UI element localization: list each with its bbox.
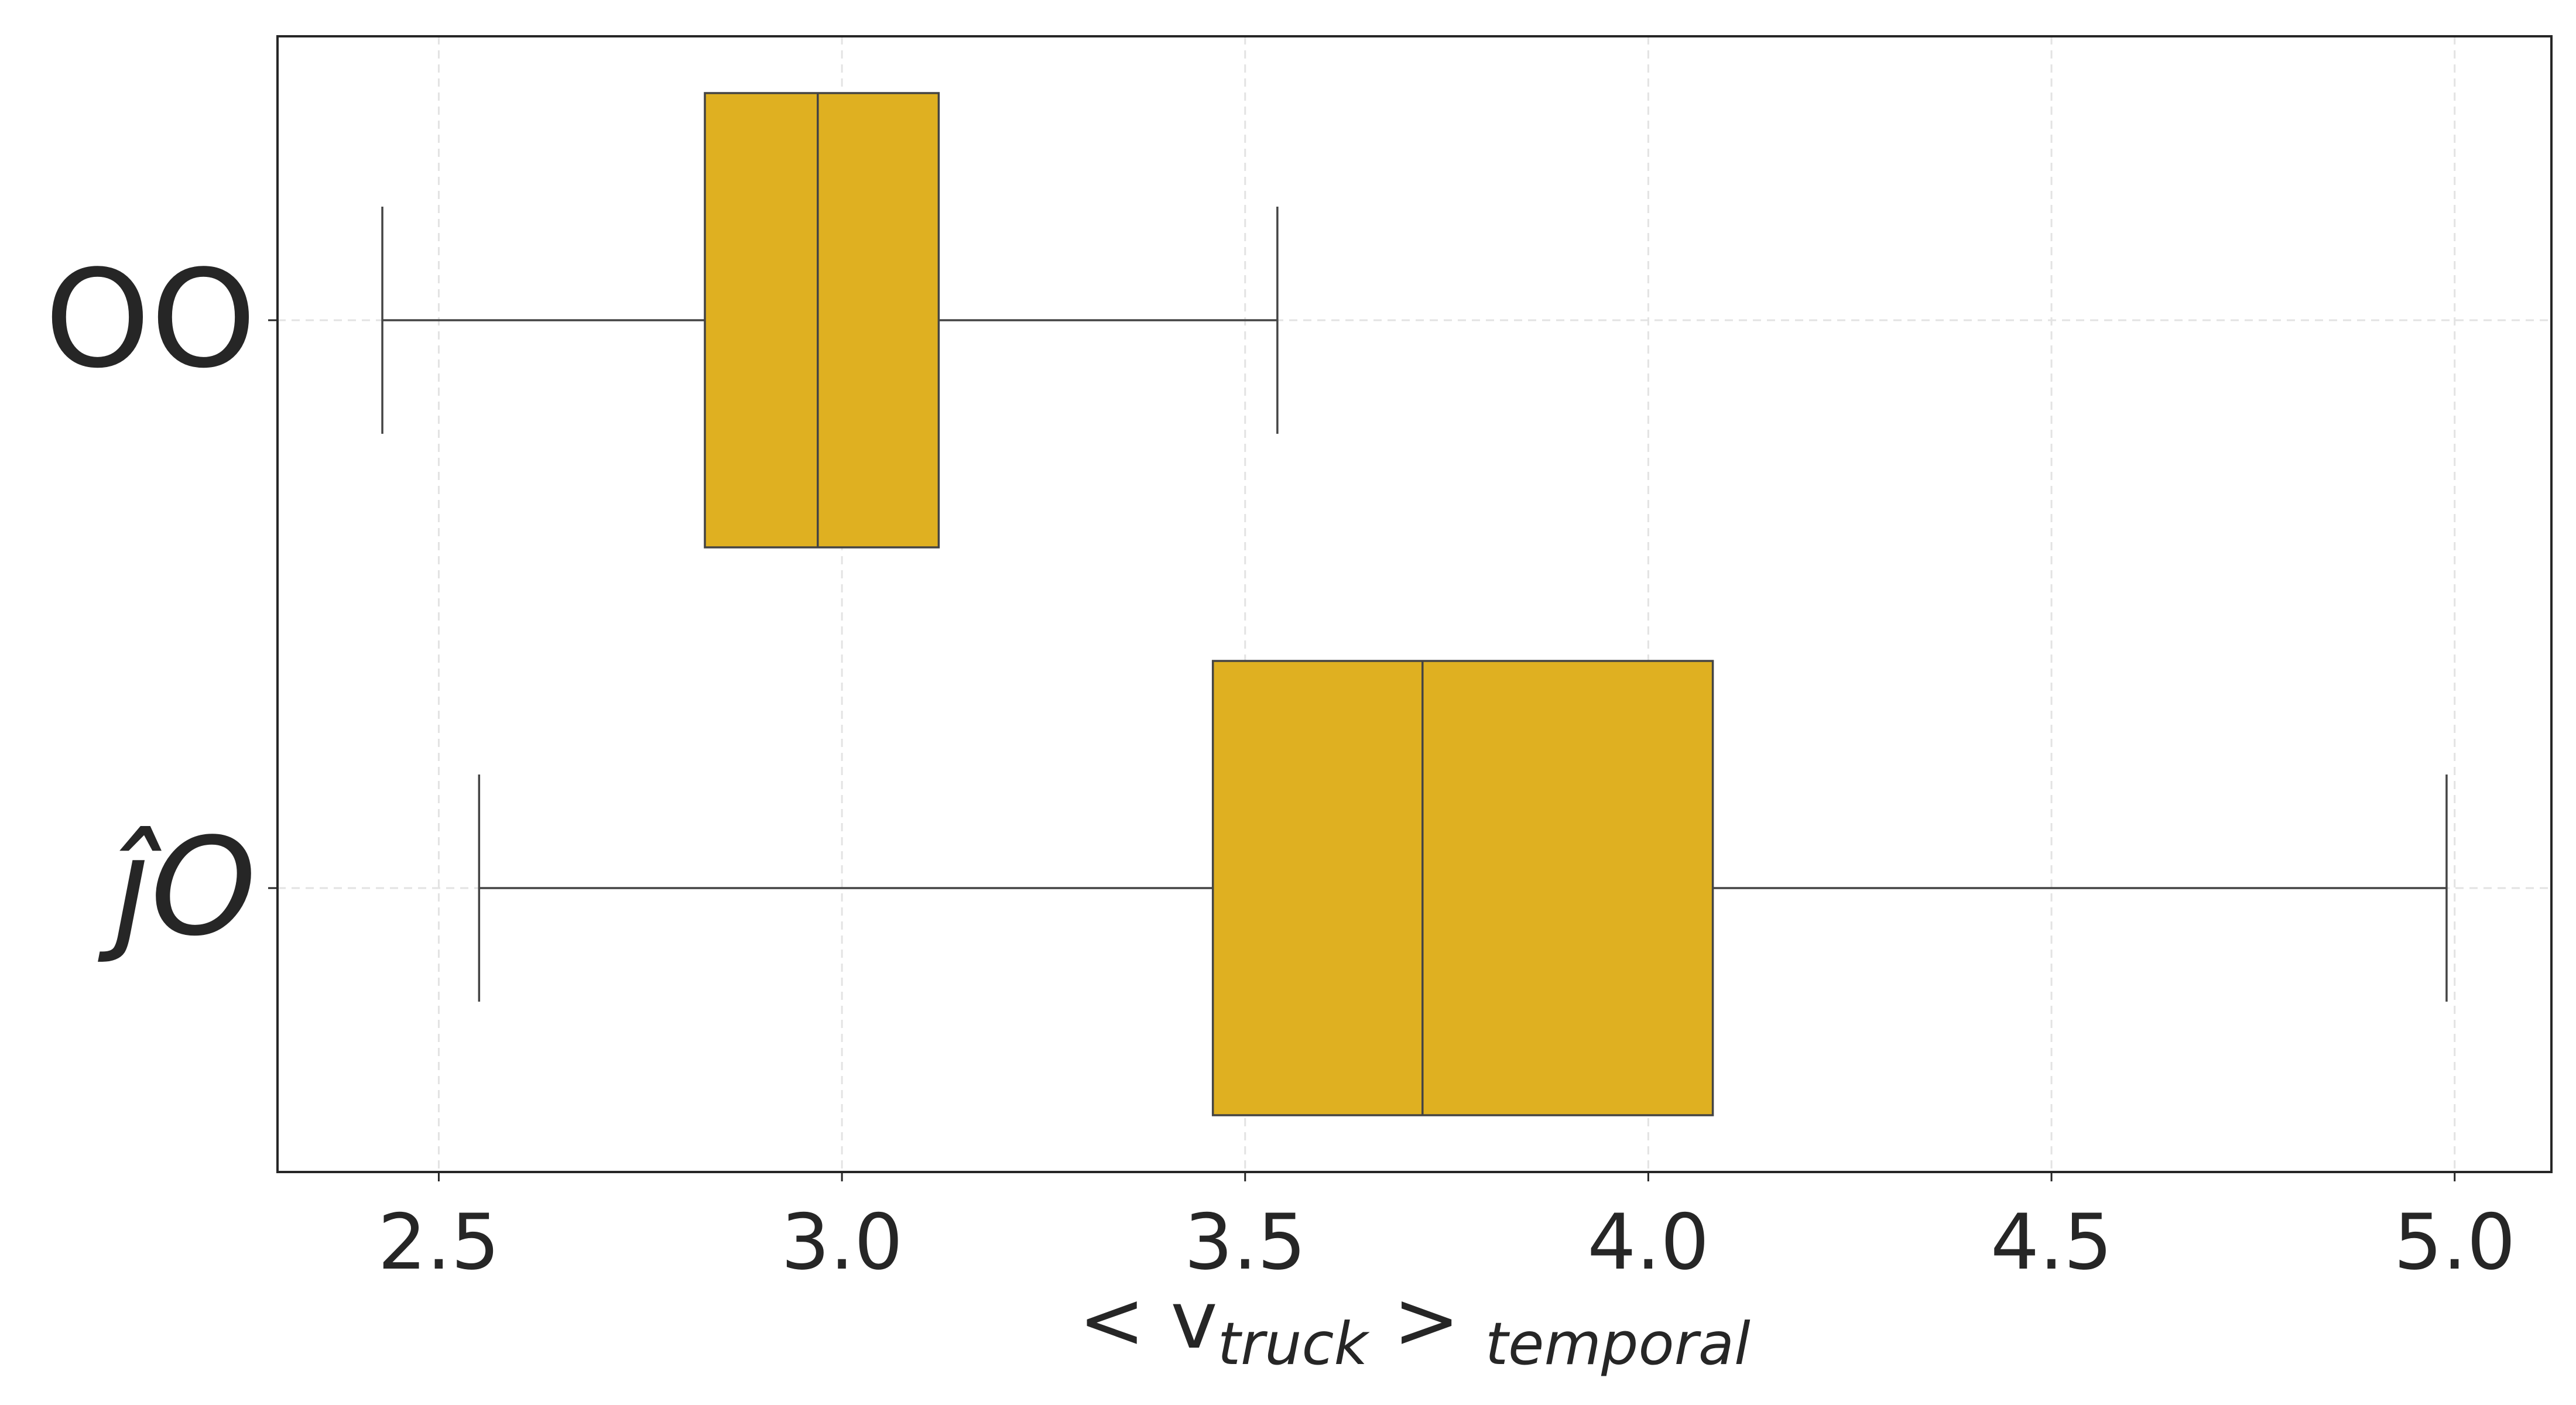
box-iqr bbox=[704, 92, 940, 549]
plot-frame bbox=[276, 35, 2553, 1173]
x-tick-label: 3.0 bbox=[781, 1197, 903, 1287]
x-axis-label-suffix: temporal bbox=[1485, 1310, 1751, 1378]
box-iqr bbox=[1211, 660, 1714, 1116]
x-tick-label: 2.5 bbox=[378, 1197, 499, 1287]
x-axis-label-prefix: < v bbox=[1078, 1274, 1218, 1367]
x-axis-ticks: 2.5 3.0 3.5 4.0 4.5 5.0 bbox=[378, 1172, 2516, 1287]
x-axis-label-subscript: truck bbox=[1218, 1310, 1371, 1378]
x-axis-label: < vtruck > temporal bbox=[1078, 1274, 1751, 1378]
x-tick-label: 4.0 bbox=[1587, 1197, 1709, 1287]
box-plot bbox=[478, 660, 2448, 1116]
x-axis-label-middle: > bbox=[1368, 1274, 1485, 1367]
y-category-label: ĵO bbox=[98, 810, 256, 966]
y-category-label: OO bbox=[44, 242, 256, 398]
box-plot bbox=[381, 92, 1279, 549]
x-tick-label: 4.5 bbox=[1991, 1197, 2112, 1287]
box-plots bbox=[381, 92, 2448, 1116]
x-tick-label: 3.5 bbox=[1184, 1197, 1306, 1287]
y-axis-ticks: OO ĵO bbox=[44, 242, 278, 966]
x-tick-label: 5.0 bbox=[2394, 1197, 2516, 1287]
